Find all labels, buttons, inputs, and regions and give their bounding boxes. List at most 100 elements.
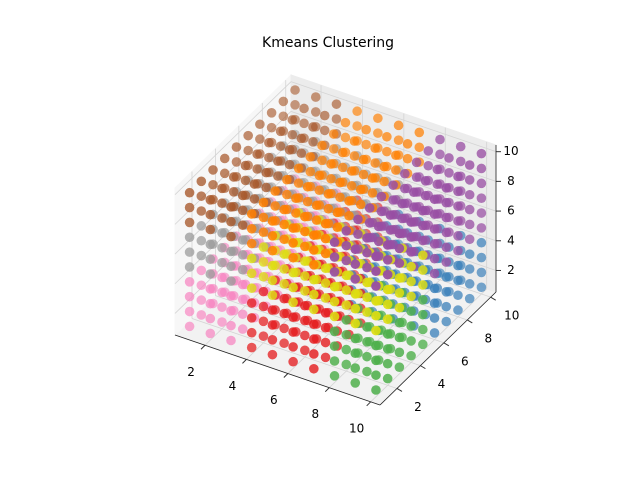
point [311, 215, 322, 225]
point [184, 187, 195, 198]
point [349, 136, 360, 146]
point [196, 221, 207, 231]
point [196, 176, 207, 187]
point [350, 348, 361, 359]
point [344, 196, 354, 206]
point [331, 114, 342, 124]
point [429, 209, 440, 219]
point [267, 275, 278, 286]
point [267, 260, 278, 271]
point [310, 107, 321, 117]
point [394, 317, 405, 328]
point [382, 254, 393, 265]
point [317, 140, 327, 151]
point [476, 252, 487, 263]
point [310, 92, 321, 102]
point [453, 186, 463, 197]
point [226, 276, 236, 286]
point [329, 311, 340, 322]
point [340, 132, 351, 143]
point [291, 193, 301, 203]
point [435, 149, 445, 160]
point [217, 228, 227, 238]
point [264, 137, 274, 148]
point [320, 248, 331, 259]
point [261, 182, 271, 193]
point [293, 178, 304, 188]
point [205, 224, 216, 235]
point [418, 205, 428, 216]
point [331, 99, 342, 109]
z-tick-label: 10 [503, 144, 518, 158]
point [414, 142, 425, 153]
point [453, 201, 463, 211]
point [309, 289, 319, 300]
point [300, 211, 310, 222]
point [308, 122, 318, 132]
point [429, 253, 440, 264]
point [353, 229, 363, 240]
point [406, 217, 416, 227]
point [429, 313, 440, 323]
point [394, 362, 405, 372]
point [246, 253, 257, 264]
point [400, 183, 410, 194]
point [353, 214, 363, 225]
point [217, 213, 227, 223]
point [418, 280, 428, 290]
point [314, 170, 325, 181]
point [394, 273, 405, 283]
point [320, 352, 331, 363]
point [393, 120, 404, 131]
point [258, 331, 269, 341]
z-tick-label: 6 [507, 204, 515, 218]
y-tick-label: 2 [414, 400, 422, 414]
point [267, 349, 278, 360]
y-tick-label: 8 [484, 331, 492, 345]
point [296, 148, 307, 159]
point [323, 203, 334, 214]
point [258, 271, 269, 282]
point [300, 330, 310, 341]
point [476, 208, 487, 218]
point [288, 223, 298, 233]
point [300, 315, 310, 326]
point [258, 257, 269, 267]
point [406, 276, 416, 287]
point [464, 249, 475, 259]
point [362, 262, 372, 273]
x-tick [242, 359, 247, 364]
point [288, 356, 298, 367]
point [341, 285, 352, 296]
point [394, 332, 405, 343]
point [418, 220, 428, 231]
point [266, 108, 277, 118]
point [196, 280, 207, 291]
point [388, 195, 398, 205]
point [350, 259, 361, 269]
point [226, 335, 236, 346]
point [246, 298, 257, 308]
point [418, 250, 428, 261]
axis-line [174, 334, 381, 406]
point [464, 219, 475, 230]
point [267, 231, 278, 241]
z-tick-label: 4 [507, 233, 515, 247]
point [228, 187, 239, 197]
point [288, 238, 298, 248]
point [226, 320, 236, 331]
point [267, 216, 278, 226]
point [320, 233, 331, 244]
point [350, 274, 361, 284]
point [278, 111, 289, 122]
point [441, 257, 452, 267]
point [217, 257, 227, 268]
point [287, 115, 298, 125]
point [217, 242, 227, 253]
point [267, 334, 278, 345]
point [397, 198, 407, 209]
point [441, 242, 452, 253]
point [311, 200, 322, 211]
point [406, 247, 416, 257]
point [476, 282, 487, 293]
